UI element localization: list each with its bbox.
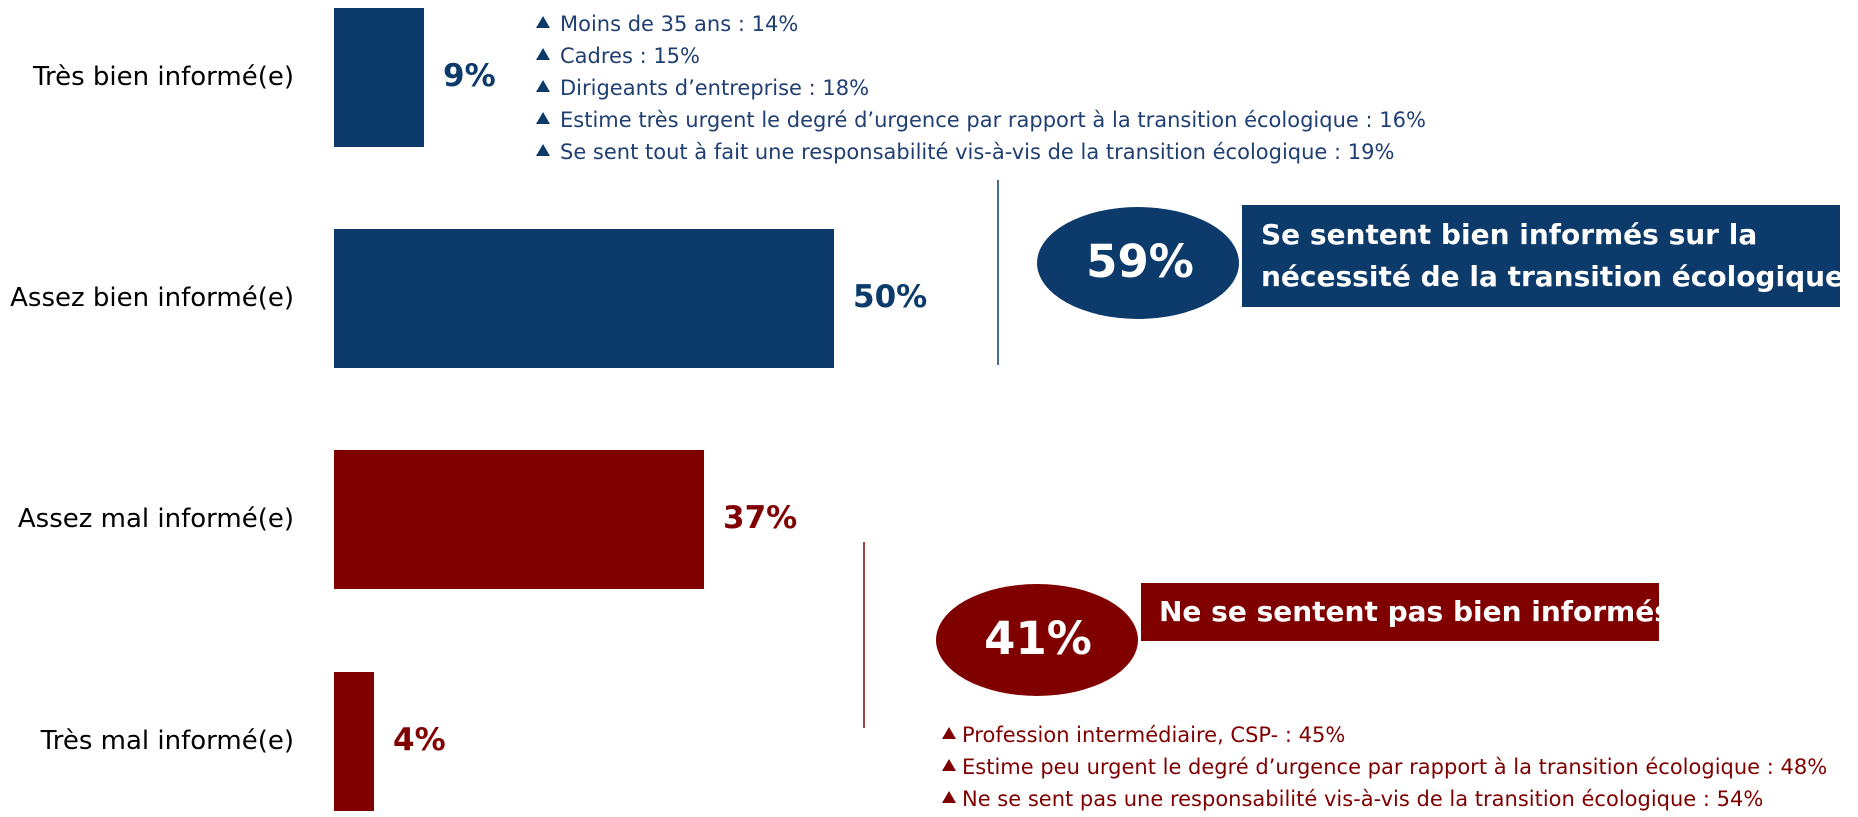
bar xyxy=(334,450,704,589)
highlight: Estime très urgent le degré d’urgence pa… xyxy=(560,108,1426,132)
summary-value: 41% xyxy=(984,612,1092,665)
summary-value: 59% xyxy=(1086,235,1194,288)
summary-text: Se sentent bien informés sur la xyxy=(1261,218,1757,251)
bullet xyxy=(942,791,956,803)
highlight: Cadres : 15% xyxy=(560,44,700,68)
category-label: Très mal informé(e) xyxy=(40,726,294,756)
highlight: Se sent tout à fait une responsabilité v… xyxy=(560,140,1394,164)
summary-text: nécessité de la transition écologique xyxy=(1261,260,1844,293)
category-label: Assez bien informé(e) xyxy=(10,283,294,313)
highlight: Dirigeants d’entreprise : 18% xyxy=(560,76,869,100)
bar xyxy=(334,229,834,368)
bullet xyxy=(536,48,550,60)
summary-box xyxy=(1242,205,1840,307)
bullet xyxy=(536,80,550,92)
summary-box xyxy=(1141,583,1659,641)
value-label: 4% xyxy=(393,722,446,758)
value-label: 9% xyxy=(443,58,496,94)
category-label: Très bien informé(e) xyxy=(32,62,294,92)
value-label: 37% xyxy=(723,500,797,536)
bullet xyxy=(942,759,956,771)
summary-text: Ne se sentent pas bien informés xyxy=(1159,595,1671,628)
summary-bubble xyxy=(936,584,1138,696)
highlight: Moins de 35 ans : 14% xyxy=(560,12,798,36)
highlight: Profession intermédiaire, CSP- : 45% xyxy=(962,723,1345,747)
highlight: Estime peu urgent le degré d’urgence par… xyxy=(962,755,1827,779)
bar xyxy=(334,8,424,147)
bullet xyxy=(942,727,956,739)
summary-bubble xyxy=(1037,207,1239,319)
bullet xyxy=(536,16,550,28)
highlight: Ne se sent pas une responsabilité vis-à-… xyxy=(962,787,1763,811)
category-label: Assez mal informé(e) xyxy=(18,504,294,534)
bullet xyxy=(536,144,550,156)
bullet xyxy=(536,112,550,124)
bar xyxy=(334,672,374,811)
value-label: 50% xyxy=(853,279,927,315)
